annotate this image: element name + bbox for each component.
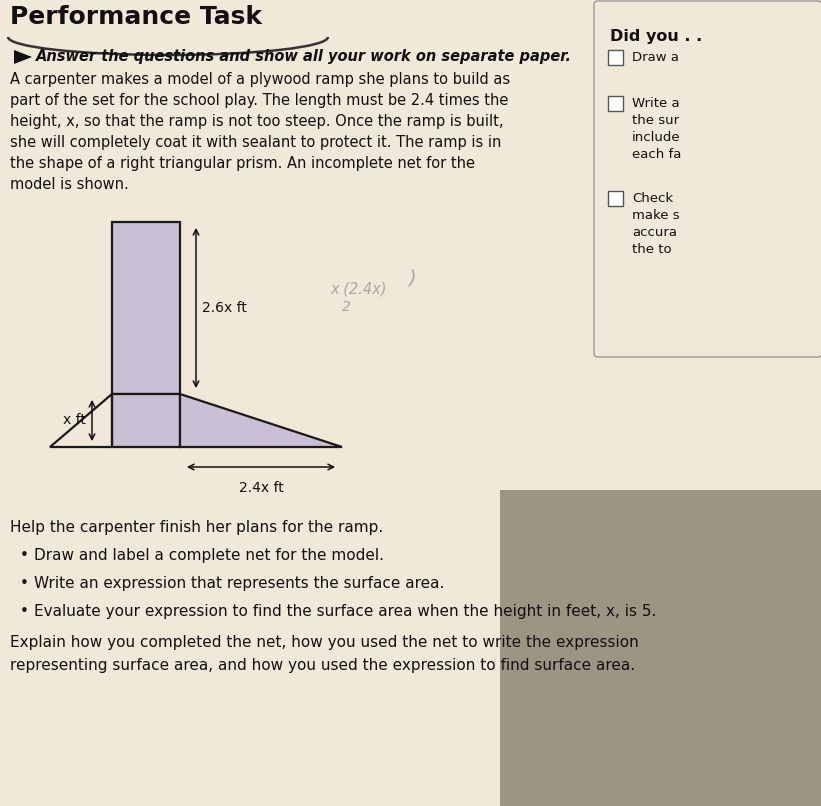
Text: Explain how you completed the net, how you used the net to write the expression: Explain how you completed the net, how y… [10,635,639,650]
Bar [608,50,623,65]
Text: Performance Task: Performance Task [10,5,262,29]
Text: model is shown.: model is shown. [10,177,129,192]
Text: 2: 2 [342,300,351,314]
Text: make s: make s [632,209,680,222]
Text: Answer the questions and show all your work on separate paper.: Answer the questions and show all your w… [36,49,572,64]
Text: 2.4x ft: 2.4x ft [239,481,283,495]
Text: •: • [20,604,29,619]
Text: ): ) [408,268,415,287]
Text: Draw a: Draw a [632,51,679,64]
Bar [112,394,180,447]
Bar [608,96,623,111]
Text: x ft: x ft [63,413,86,427]
Text: Did you . .: Did you . . [610,29,702,44]
Text: part of the set for the school play. The length must be 2.4 times the: part of the set for the school play. The… [10,93,508,108]
Text: the shape of a right triangular prism. An incomplete net for the: the shape of a right triangular prism. A… [10,156,475,171]
Text: height, x, so that the ramp is not too steep. Once the ramp is built,: height, x, so that the ramp is not too s… [10,114,503,129]
Text: representing surface area, and how you used the expression to find surface area.: representing surface area, and how you u… [10,658,635,673]
Bar [608,191,623,206]
Polygon shape [500,490,821,806]
Text: Evaluate your expression to find the surface area when the height in feet, x, is: Evaluate your expression to find the sur… [34,604,656,619]
Text: Draw and label a complete net for the model.: Draw and label a complete net for the mo… [34,548,384,563]
FancyBboxPatch shape [594,1,821,357]
Text: the sur: the sur [632,114,679,127]
Text: include: include [632,131,681,144]
Text: Write an expression that represents the surface area.: Write an expression that represents the … [34,576,444,591]
Text: •: • [20,548,29,563]
Text: Write a: Write a [632,97,680,110]
Text: each fa: each fa [632,148,681,161]
Text: •: • [20,576,29,591]
Text: accura: accura [632,226,677,239]
Text: 2.6x ft: 2.6x ft [202,301,247,315]
Text: x (2.4x): x (2.4x) [330,282,387,297]
Text: the to: the to [632,243,672,256]
Text: A carpenter makes a model of a plywood ramp she plans to build as: A carpenter makes a model of a plywood r… [10,72,510,87]
Text: Check: Check [632,192,673,205]
Text: she will completely coat it with sealant to protect it. The ramp is in: she will completely coat it with sealant… [10,135,502,150]
Bar [112,222,180,394]
Polygon shape [14,50,32,64]
Text: Help the carpenter finish her plans for the ramp.: Help the carpenter finish her plans for … [10,520,383,535]
Polygon shape [180,394,342,447]
